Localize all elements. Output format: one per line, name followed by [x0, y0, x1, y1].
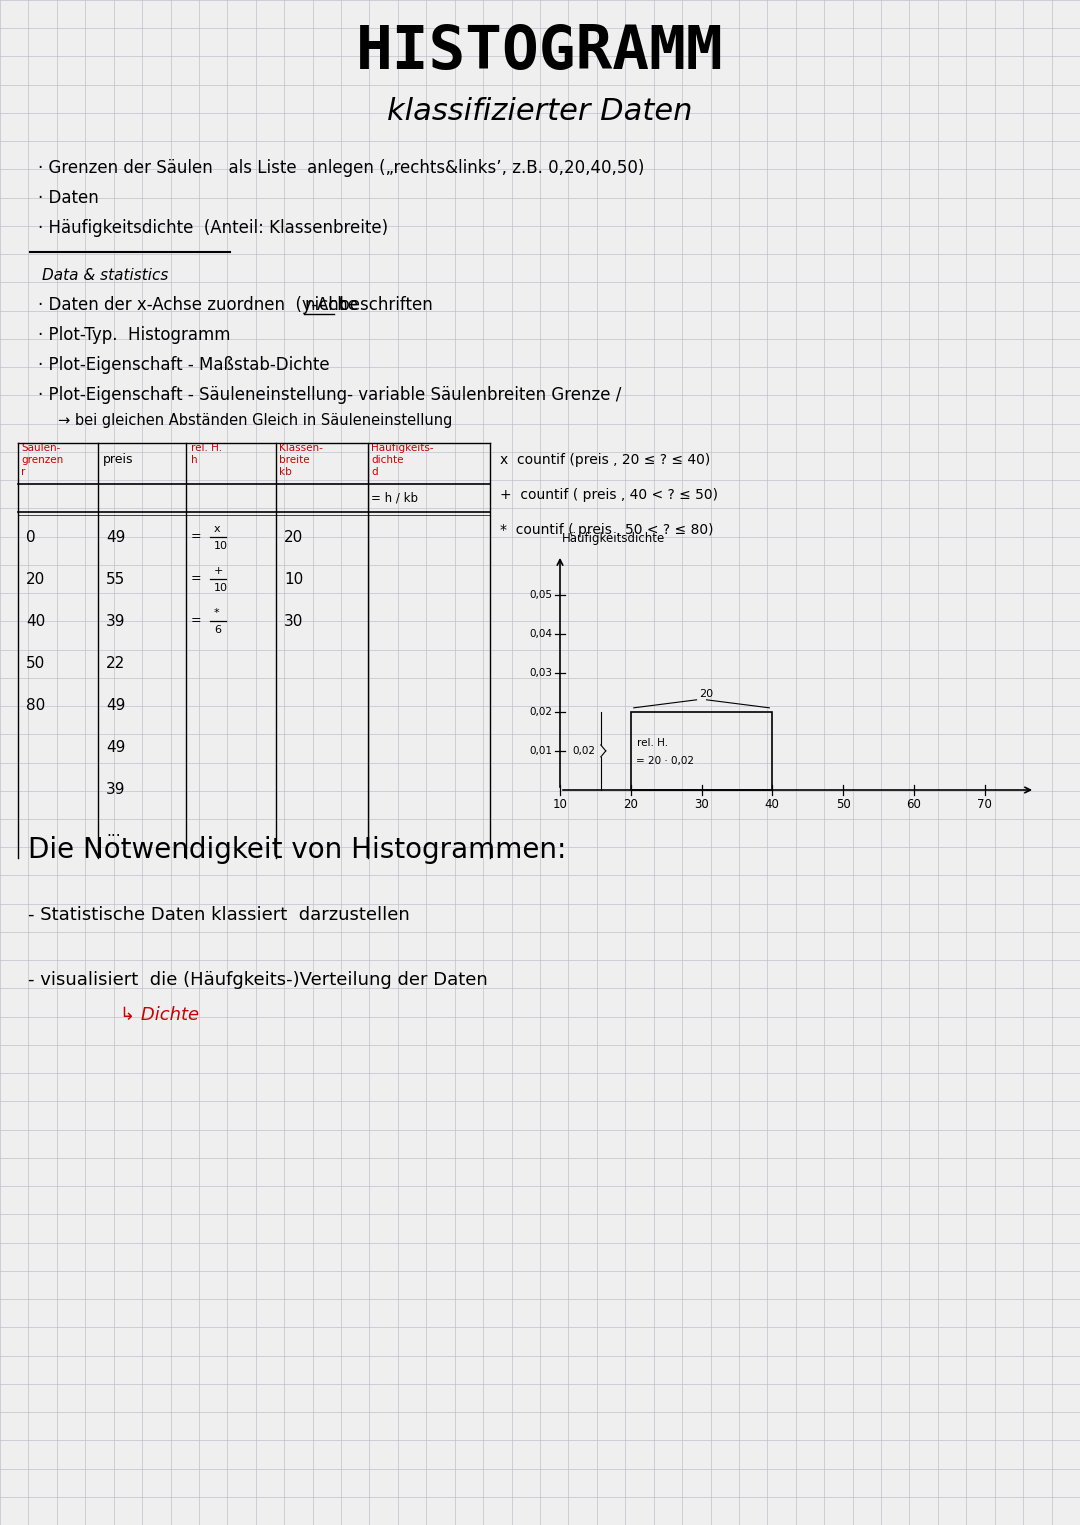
Text: 60: 60	[906, 798, 921, 810]
Text: = h / kb: = h / kb	[372, 491, 418, 505]
Text: 10: 10	[553, 798, 567, 810]
Text: r: r	[21, 467, 25, 477]
Text: *  countif ( preis , 50 < ? ≤ 80): * countif ( preis , 50 < ? ≤ 80)	[500, 523, 714, 537]
Text: +: +	[214, 566, 224, 576]
Text: 0,01: 0,01	[529, 746, 552, 756]
Text: rel. H.: rel. H.	[637, 738, 667, 747]
Text: 0,05: 0,05	[529, 590, 552, 599]
Text: 49: 49	[106, 529, 125, 544]
Text: breite: breite	[279, 454, 310, 465]
Text: 0,03: 0,03	[529, 668, 552, 677]
Text: klassifizierter Daten: klassifizierter Daten	[388, 98, 692, 127]
Bar	[631, 712, 772, 790]
Text: 0,02: 0,02	[529, 706, 552, 717]
Text: kb: kb	[279, 467, 292, 477]
Text: 49: 49	[106, 697, 125, 712]
Text: 20: 20	[700, 689, 714, 698]
Text: · Daten: · Daten	[38, 189, 98, 207]
Text: 40: 40	[26, 613, 45, 628]
Text: Data & statistics: Data & statistics	[42, 267, 168, 282]
Text: h: h	[191, 454, 198, 465]
Text: 10: 10	[214, 583, 228, 593]
Text: Häufigkeitsdichte: Häufigkeitsdichte	[562, 532, 665, 544]
Text: Häufigkeits-: Häufigkeits-	[372, 442, 434, 453]
Text: Klassen-: Klassen-	[279, 442, 323, 453]
Text: 50: 50	[836, 798, 850, 810]
Text: ↳ Dichte: ↳ Dichte	[120, 1006, 199, 1023]
Text: · Plot-Eigenschaft - Maßstab-Dichte: · Plot-Eigenschaft - Maßstab-Dichte	[38, 355, 329, 374]
Text: - Statistische Daten klassiert  darzustellen: - Statistische Daten klassiert darzustel…	[28, 906, 409, 924]
Text: 20: 20	[26, 572, 45, 587]
Text: beschriften: beschriften	[334, 296, 433, 314]
Text: =: =	[191, 572, 205, 586]
Text: 30: 30	[694, 798, 708, 810]
Text: Die Notwendigkeit von Histogrammen:: Die Notwendigkeit von Histogrammen:	[28, 836, 566, 865]
Text: 49: 49	[106, 740, 125, 755]
Text: 20: 20	[623, 798, 638, 810]
Text: 0,04: 0,04	[529, 628, 552, 639]
Text: =: =	[191, 531, 205, 543]
Text: x  countif (preis , 20 ≤ ? ≤ 40): x countif (preis , 20 ≤ ? ≤ 40)	[500, 453, 711, 467]
Text: 0: 0	[26, 529, 36, 544]
Text: · Grenzen der Säulen   als Liste  anlegen („rechts&links’, z.B. 0,20,40,50): · Grenzen der Säulen als Liste anlegen (…	[38, 159, 645, 177]
Text: → bei gleichen Abständen Gleich in Säuleneinstellung: → bei gleichen Abständen Gleich in Säule…	[58, 412, 453, 427]
Text: · Plot-Typ.  Histogramm: · Plot-Typ. Histogramm	[38, 326, 230, 345]
Text: = 20 · 0,02: = 20 · 0,02	[636, 756, 693, 766]
Text: · Daten der x-Achse zuordnen  (y-Ache: · Daten der x-Achse zuordnen (y-Ache	[38, 296, 363, 314]
Text: 55: 55	[106, 572, 125, 587]
Text: · Häufigkeitsdichte  (Anteil: Klassenbreite): · Häufigkeitsdichte (Anteil: Klassenbrei…	[38, 220, 388, 236]
Text: d: d	[372, 467, 378, 477]
Text: 10: 10	[214, 541, 228, 551]
Text: rel. H.: rel. H.	[191, 442, 222, 453]
Text: ...: ...	[106, 824, 121, 839]
Text: +  countif ( preis , 40 < ? ≤ 50): + countif ( preis , 40 < ? ≤ 50)	[500, 488, 718, 502]
Text: 10: 10	[284, 572, 303, 587]
Text: =: =	[191, 615, 205, 627]
Text: *: *	[214, 608, 219, 618]
Text: 30: 30	[284, 613, 303, 628]
Text: preis: preis	[103, 453, 134, 467]
Text: 0,02: 0,02	[572, 746, 596, 756]
Text: nicht: nicht	[303, 296, 346, 314]
Text: grenzen: grenzen	[21, 454, 64, 465]
Text: Säulen-: Säulen-	[21, 442, 60, 453]
Text: 39: 39	[106, 613, 125, 628]
Text: 39: 39	[106, 781, 125, 796]
Text: - visualisiert  die (Häufgkeits-)Verteilung der Daten: - visualisiert die (Häufgkeits-)Verteilu…	[28, 971, 488, 990]
Text: 6: 6	[214, 625, 221, 634]
Text: 50: 50	[26, 656, 45, 671]
Text: · Plot-Eigenschaft - Säuleneinstellung- variable Säulenbreiten Grenze /: · Plot-Eigenschaft - Säuleneinstellung- …	[38, 386, 621, 404]
Text: 20: 20	[284, 529, 303, 544]
Text: 22: 22	[106, 656, 125, 671]
Text: HISTOGRAMM: HISTOGRAMM	[356, 23, 724, 81]
Text: dichte: dichte	[372, 454, 404, 465]
Text: 70: 70	[977, 798, 993, 810]
Text: x: x	[214, 525, 220, 534]
Text: 80: 80	[26, 697, 45, 712]
Text: 40: 40	[765, 798, 780, 810]
